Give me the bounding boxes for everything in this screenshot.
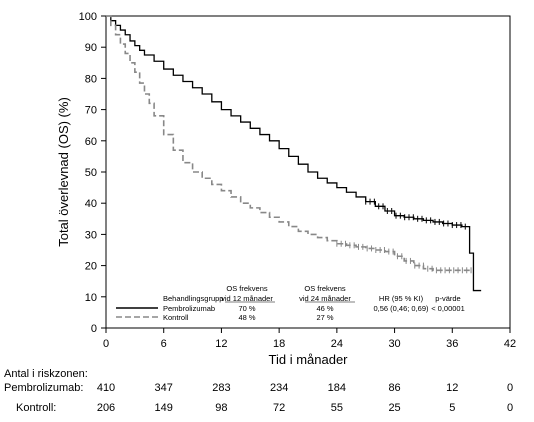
legend-cell: 0,56 (0,46; 0,69) <box>373 304 429 313</box>
risk-value: 234 <box>269 382 289 394</box>
y-tick-label: 80 <box>85 73 97 85</box>
y-tick-label: 70 <box>85 105 97 117</box>
x-axis-label: Tid i månader <box>269 352 349 367</box>
x-tick-label: 30 <box>388 338 400 350</box>
y-tick-label: 90 <box>85 42 97 54</box>
y-tick-label: 30 <box>85 229 97 241</box>
legend-cell: 27 % <box>316 313 333 322</box>
x-tick-label: 6 <box>161 338 167 350</box>
risk-value: 410 <box>96 382 116 394</box>
legend-cell: Kontroll <box>163 313 189 322</box>
y-tick-label: 10 <box>85 292 97 304</box>
risk-value: 0 <box>506 382 514 394</box>
legend-cell: 48 % <box>238 313 255 322</box>
legend-header-line2: vid 24 månader <box>299 294 351 303</box>
x-tick-label: 36 <box>446 338 458 350</box>
risk-value: 98 <box>215 402 228 414</box>
legend-header: Behandlingsgrupp <box>163 294 223 303</box>
y-tick-label: 60 <box>85 136 97 148</box>
risk-row-label-pembrolizumab: Pembrolizumab: <box>4 382 84 394</box>
x-tick-label: 0 <box>103 338 109 350</box>
risk-value: 55 <box>330 402 343 414</box>
legend-cell: 46 % <box>316 304 333 313</box>
legend-cell: Pembrolizumab <box>163 304 215 313</box>
risk-value: 206 <box>96 402 116 414</box>
x-tick-label: 42 <box>504 338 516 350</box>
y-tick-label: 0 <box>91 323 97 335</box>
x-tick-label: 18 <box>273 338 285 350</box>
y-tick-label: 20 <box>85 261 97 273</box>
y-tick-label: 100 <box>79 11 97 23</box>
y-tick-label: 40 <box>85 198 97 210</box>
risk-table-title: Antal i riskzonen: <box>4 368 88 380</box>
risk-value: 0 <box>506 402 514 414</box>
series-line-pembrolizumab <box>106 15 482 292</box>
x-tick-label: 12 <box>215 338 227 350</box>
risk-row-label-kontroll: Kontroll: <box>16 402 57 414</box>
legend-header-line2: vid 12 månader <box>221 294 273 303</box>
risk-value: 5 <box>449 402 456 414</box>
series-line-kontroll <box>106 15 472 272</box>
legend-header-line1: OS frekvens <box>226 284 268 293</box>
legend-header: HR (95 % KI) <box>379 294 424 303</box>
legend-header: p-värde <box>435 294 460 303</box>
risk-value: 184 <box>327 382 347 394</box>
legend-cell: < 0,00001 <box>431 304 465 313</box>
y-axis-label: Total överlevnad (OS) (%) <box>56 97 71 247</box>
legend-cell: 70 % <box>238 304 255 313</box>
x-tick-label: 24 <box>331 338 343 350</box>
risk-value: 72 <box>273 402 286 414</box>
legend-header-line1: OS frekvens <box>304 284 346 293</box>
y-tick-label: 50 <box>85 167 97 179</box>
risk-value: 347 <box>154 382 173 394</box>
risk-value: 25 <box>388 402 401 414</box>
risk-value: 86 <box>388 382 401 394</box>
risk-value: 283 <box>212 382 231 394</box>
risk-value: 149 <box>154 402 173 414</box>
risk-value: 12 <box>446 382 459 394</box>
